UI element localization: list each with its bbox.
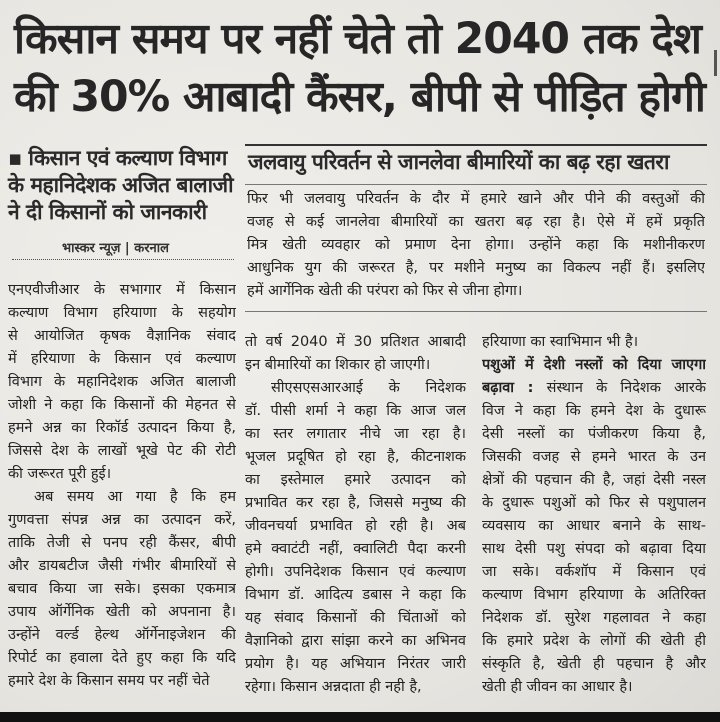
section-heading: जलवायु परिवर्तन से जानलेवा बीमारियों का … [248, 150, 669, 174]
side-headline: ▪ किसान एवं कल्याण विभाग के महानिदेशक अज… [8, 145, 236, 226]
text-line: का स्तर लगातार नीचे जा रहा है। [245, 426, 466, 442]
text-line: रहेगा। किसान अन्नदाता ही नही है, [245, 679, 422, 695]
text-line: बढ़ावा : संस्थान के निदेशक आरके [482, 380, 706, 396]
text-line: देसी नस्लों का पंजीकरण किया है, [482, 426, 706, 442]
text-line: बचाव किया जा सके। इसका एकमात्र [8, 581, 236, 597]
side-headline-line-3: ने दी किसानों को जानकारी [8, 200, 207, 224]
text-line: हरियाणा का स्वाभिमान भी है। [482, 334, 639, 350]
text-line: विभाग डॉ. आदित्य डबास ने कहा कि [245, 587, 466, 603]
page-edge [0, 712, 720, 722]
text-line: के दुधारू पशुओं को फिर से पशुपालन [482, 495, 706, 511]
text-line: साथ देसी पशु संपदा को बढ़ावा दिया [482, 541, 706, 557]
text-line: उपाय ऑर्गेनिक खेती को अपनाना है। [8, 604, 236, 620]
text-line: हमारे देश के किसान समय पर नहीं चेते [8, 673, 210, 689]
dotted-divider [12, 259, 234, 260]
bullet-icon: ▪ [8, 146, 22, 170]
text-line: कल्याण विभाग हरियाणा के अतिरिक्त [482, 587, 706, 603]
column-1: एनएवीजीआर के सभागार में किसान कल्याण विभा… [8, 279, 236, 693]
text-line: प्रयोग है। यह अभियान निरंतर जारी [245, 656, 466, 672]
text-line: डॉ. पीसी शर्मा ने कहा कि आज जल [245, 403, 466, 419]
text-line: रिपोर्ट का हवाला देते हुए कहा कि यदि [8, 650, 236, 666]
text-line: कल्याण विभाग हरियाणा के सहयोग [8, 305, 236, 321]
text-line: जोशी ने कहा कि किसानों की मेहनत से [8, 397, 236, 413]
text-line: विभाग के महानिदेशक अजित बालाजी [8, 374, 236, 390]
section-heading-rule [245, 184, 707, 185]
margin-mark [714, 50, 717, 76]
headline-line-2: की 30% आबादी कैंसर, बीपी से पीड़ित होगी [14, 73, 706, 122]
subhead-tail: बढ़ावा : [482, 380, 534, 396]
text-line: में हरियाणा के किसान एवं कल्याण [8, 351, 236, 367]
text-line: ताकि तेजी से पनप रही कैंसर, बीपी [8, 535, 236, 551]
section-top-rule [245, 144, 707, 146]
text-line: हमे क्वाटंटी नहीं, क्वालिटी पैदा करनी [245, 541, 466, 557]
byline: भास्कर न्यूज़ | करनाल [62, 241, 169, 256]
text-line: अब समय आ गया है कि हम [34, 489, 236, 505]
text-line: आधुनिक युग की जरूरत है, पर मशीने मनुष्य … [247, 260, 705, 276]
text-line: होगी। उपनिदेशक किसान एवं कल्याण [245, 564, 466, 580]
text-line: हमें आर्गेनिक खेती की परंपरा को फिर से ज… [247, 283, 523, 299]
side-headline-line-1: ▪ किसान एवं कल्याण विभाग [8, 146, 227, 170]
column-3: हरियाणा का स्वाभिमान भी है। पशुओं में देश… [482, 331, 706, 699]
text-line: निदेशक डॉ. सुरेश गहलावत ने कहा [482, 610, 706, 626]
text-line: क्षेत्रों की पहचान की है, जहां देसी नस्ल [482, 472, 706, 488]
text-line: से आयोजित कृषक वैज्ञानिक संवाद [8, 328, 236, 344]
text-line: वैज्ञानिको द्वारा सांझा करने का अभिनव [245, 633, 466, 649]
text-line: तो वर्ष 2040 में 30 प्रतिशत आबादी [245, 334, 466, 350]
text-line: भूजल प्रदूषित हो रहा है, कीटनाशक [245, 449, 466, 465]
text-line: प्रभावित कर रहा है, जिससे मनुष्य की [245, 495, 466, 511]
text-line: सीएसएसआरआई के निदेशक [271, 380, 466, 396]
text-line: संस्कृति है, खेती ही पहचान है और [482, 656, 706, 672]
text-line: खेती ही जीवन का आधार है। [482, 679, 633, 695]
text-line: जिसकी वजह से हमने भारत के उन [482, 449, 706, 465]
column-2: तो वर्ष 2040 में 30 प्रतिशत आबादी इन बीमा… [245, 331, 466, 699]
section-body: फिर भी जलवायु परिवर्तन के दौर में हमारे … [247, 188, 705, 303]
text-line: जीवनचर्या प्रभावित हो रही है। अब [245, 518, 466, 534]
text-line: की जरूरत पूरी हुई। [8, 466, 112, 482]
text-line: एनएवीजीआर के सभागार में किसान [8, 282, 236, 298]
text-line: यह संवाद किसानों की चिंताओं को [245, 610, 466, 626]
text-line: फिर भी जलवायु परिवर्तन के दौर में हमारे … [247, 191, 705, 207]
text-line: गुणवत्ता संपन्न अन्न का उत्पादन करें, [8, 512, 236, 528]
text-line: कि हमारे प्रदेश के लोगों की खेती ही [482, 633, 706, 649]
side-headline-line-2: के महानिदेशक अजित बालाजी [8, 173, 234, 197]
text-line: विज ने कहा कि हमने देश के दुधारू [482, 403, 706, 419]
text-line: का इस्तेमाल हमारे उत्पादन को [245, 472, 466, 488]
text-line: और डायबटीज जैसी गंभीर बीमारियों से [8, 558, 236, 574]
text-line: हमने अन्न का रिकॉर्ड उत्पादन किया है, [8, 420, 236, 436]
text-line: उन्होंने वर्ल्ड हेल्थ ऑर्गेनाइजेशन की [8, 627, 236, 643]
text-line: व्यवसाय का आधार बनाने के साथ- [482, 518, 706, 534]
text-line: जिससे देश के लाखों भूखे पेट की रोटी [8, 443, 236, 459]
text-line: पशुओं में देशी नस्लों को दिया जाएगा [482, 357, 706, 373]
text-line: इन बीमारियों का शिकार हो जाएगी। [245, 357, 431, 373]
headline-line-1: किसान समय पर नहीं चेते तो 2040 तक देश [14, 15, 702, 64]
text-line: जा सके। वर्कशॉप में किसान एवं [482, 564, 706, 580]
text-line: मित्र खेती व्यवहार को प्रमाण देना होगा। … [247, 237, 705, 253]
text-line: वजह से कई जानलेवा बीमारियों का खतरा बढ़ … [247, 214, 705, 230]
section-bottom-rule [245, 311, 707, 312]
